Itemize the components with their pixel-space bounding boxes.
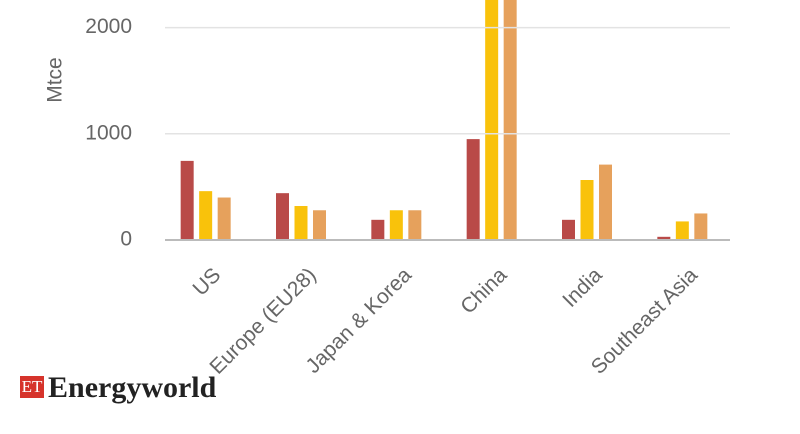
bar <box>675 221 689 240</box>
bar <box>389 210 403 240</box>
y-tick-label: 2000 <box>85 15 132 38</box>
y-axis-label: Mtce <box>44 57 67 103</box>
bar <box>485 0 499 240</box>
bar <box>371 219 385 240</box>
bar <box>599 164 612 240</box>
bar <box>657 236 671 240</box>
x-tick-label: India <box>558 263 607 312</box>
bar <box>466 139 480 240</box>
bar <box>217 197 231 240</box>
bar <box>503 0 517 241</box>
bar <box>580 180 594 240</box>
x-tick-label: China <box>456 263 511 318</box>
bar <box>276 193 289 240</box>
bar <box>199 191 213 240</box>
bar <box>294 206 308 240</box>
logo-text: Energyworld <box>48 371 217 404</box>
logo-badge-box <box>20 376 44 398</box>
bar <box>694 213 708 240</box>
bar <box>180 160 194 240</box>
logo-badge: ET <box>22 377 43 396</box>
bar <box>408 210 422 240</box>
y-tick-label: 1000 <box>85 121 132 144</box>
bar <box>562 219 575 240</box>
plot-area <box>180 0 708 241</box>
y-tick-label: 0 <box>120 228 132 251</box>
bar <box>313 210 326 240</box>
x-tick-label: US <box>188 263 225 300</box>
